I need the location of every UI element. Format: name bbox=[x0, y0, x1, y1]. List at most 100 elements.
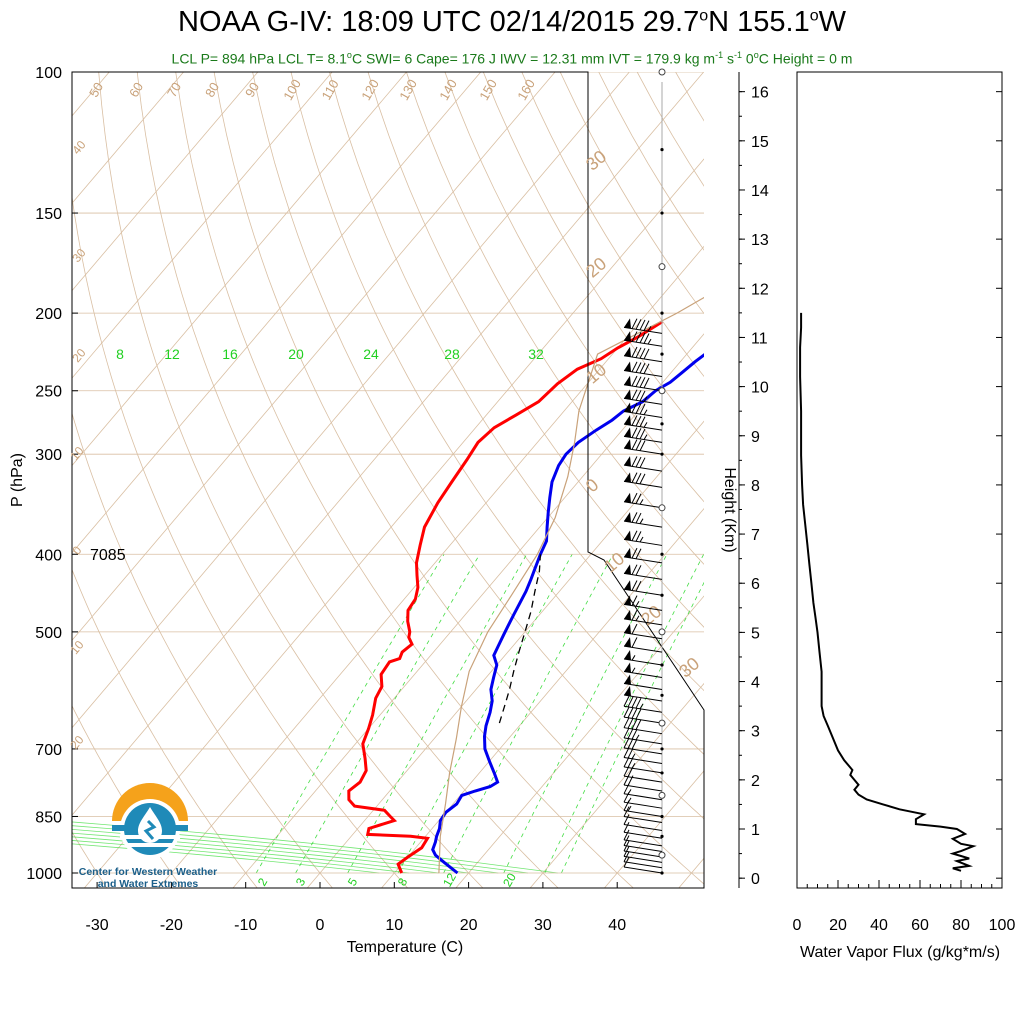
wind-barb-feather bbox=[631, 718, 638, 730]
height-tick-label: 8 bbox=[751, 478, 760, 495]
isotherm-label: 50 bbox=[86, 80, 106, 100]
wind-barb-feather bbox=[635, 473, 642, 484]
isotherm-line bbox=[306, 420, 704, 888]
wind-barb-feather bbox=[635, 493, 642, 504]
dry-adiabat-line bbox=[406, 72, 704, 565]
dry-adiabat-line bbox=[791, 72, 1024, 890]
wind-barb-feather bbox=[631, 439, 638, 450]
wind-barb-feather bbox=[635, 428, 642, 439]
wind-barb-flag bbox=[624, 512, 631, 523]
height-marker-dot bbox=[660, 814, 664, 819]
wind-barb-flag bbox=[624, 564, 631, 575]
wind-barb-feather bbox=[623, 822, 630, 833]
wind-barb-feather bbox=[631, 346, 638, 358]
height-tick-label: 4 bbox=[751, 675, 760, 692]
wind-barb-feather bbox=[639, 416, 646, 427]
wind-barb bbox=[623, 829, 663, 847]
wind-barb-feather bbox=[631, 738, 638, 750]
wind-barb-half bbox=[647, 338, 652, 345]
wind-barb-flag bbox=[624, 415, 631, 426]
wind-barb-feather bbox=[639, 362, 646, 374]
wind-barb bbox=[623, 814, 663, 831]
wind-barb-flag bbox=[624, 346, 631, 357]
wind-barb-half bbox=[639, 703, 644, 710]
isotherm-line bbox=[753, 72, 1024, 888]
wind-barb-flag bbox=[624, 686, 631, 697]
mixing-ratio-label-bottom: 2 bbox=[255, 875, 271, 888]
wind-barb-feather bbox=[631, 361, 638, 373]
dry-adiabat-line bbox=[72, 568, 258, 888]
wind-barb-half bbox=[643, 434, 648, 440]
wind-barb bbox=[623, 650, 663, 666]
wind-barb-flag bbox=[624, 637, 631, 648]
isotherm-line bbox=[232, 333, 704, 888]
wind-barb-feather bbox=[635, 708, 642, 720]
pressure-tick-label: 500 bbox=[35, 625, 62, 642]
wind-barb-staff bbox=[623, 784, 663, 792]
dry-adiabat-line bbox=[72, 704, 183, 888]
dry-adiabat-line bbox=[444, 72, 704, 503]
wind-barb-half bbox=[639, 518, 644, 524]
temperature-tick-label: 30 bbox=[534, 917, 552, 934]
wind-barb-feather bbox=[623, 706, 630, 718]
wind-barb-feather bbox=[643, 363, 650, 374]
wind-barb bbox=[623, 580, 663, 596]
height-tick-label: 7 bbox=[751, 527, 760, 544]
isotherm-line bbox=[72, 72, 259, 292]
wind-barb-staff bbox=[623, 824, 663, 831]
dewpoint-profile bbox=[431, 353, 704, 875]
wind-barb bbox=[623, 389, 663, 405]
y-axis-title: P (hPa) bbox=[9, 453, 26, 507]
dry-adiabat-line bbox=[72, 194, 409, 888]
wind-barb-feather bbox=[635, 347, 642, 358]
isotherm-line bbox=[72, 72, 333, 379]
wind-barb-feather bbox=[639, 377, 646, 388]
wind-barb-feather bbox=[623, 806, 630, 817]
wind-barb-feather bbox=[627, 747, 634, 759]
wind-barb bbox=[623, 674, 663, 690]
wind-barb-feather bbox=[631, 512, 638, 523]
wind-barb-flag bbox=[624, 456, 631, 467]
wind-barb-flag bbox=[624, 427, 631, 438]
wind-barb-feather bbox=[635, 565, 642, 576]
wind-barb-feather bbox=[639, 473, 646, 485]
wind-barb-feather bbox=[631, 530, 638, 541]
height-tick-label: 0 bbox=[751, 871, 760, 888]
wind-barb bbox=[623, 439, 663, 455]
pressure-tick-label: 100 bbox=[35, 65, 62, 82]
flux-frame bbox=[796, 71, 1003, 889]
pressure-tick-label: 300 bbox=[35, 447, 62, 464]
wind-barb-feather bbox=[631, 708, 638, 719]
mixing-ratio-line bbox=[295, 554, 481, 874]
wind-barb-staff bbox=[623, 757, 663, 765]
wind-barb-feather bbox=[635, 580, 642, 592]
height-tick-label: 6 bbox=[751, 576, 760, 593]
isotherm-line bbox=[455, 595, 704, 888]
isotherm-line bbox=[381, 508, 704, 888]
height-marker-dot bbox=[660, 663, 664, 667]
wind-barb bbox=[623, 564, 663, 580]
wind-barb-feather bbox=[643, 377, 650, 389]
isotherm-label: 90 bbox=[242, 80, 262, 100]
wind-barb-feather bbox=[623, 829, 630, 841]
wind-barb-feather bbox=[631, 595, 638, 606]
mixing-ratio-label: 24 bbox=[363, 346, 379, 362]
wind-barb-flag bbox=[624, 530, 631, 541]
pressure-tick-label: 400 bbox=[35, 547, 62, 564]
wind-barb bbox=[623, 686, 663, 702]
isotherm-line bbox=[72, 72, 184, 204]
mixing-ratio-label-bottom: 5 bbox=[345, 875, 361, 888]
wind-barb-half bbox=[643, 422, 648, 428]
dry-adiabat-line bbox=[98, 72, 484, 888]
wind-barb-flag bbox=[624, 331, 631, 342]
isotherm-line bbox=[158, 245, 704, 888]
mixing-ratio-label-bottom: 12 bbox=[440, 870, 459, 889]
height-marker-open bbox=[658, 68, 666, 76]
height-axis-title: Height (Km) bbox=[721, 467, 738, 552]
wind-barb-feather bbox=[643, 320, 650, 331]
flux-tick-label: 80 bbox=[952, 917, 970, 934]
wind-barb-feather bbox=[623, 737, 630, 749]
wind-barb bbox=[623, 427, 663, 443]
mixing-ratio-label: 8 bbox=[116, 346, 124, 362]
wind-barb bbox=[623, 415, 663, 431]
